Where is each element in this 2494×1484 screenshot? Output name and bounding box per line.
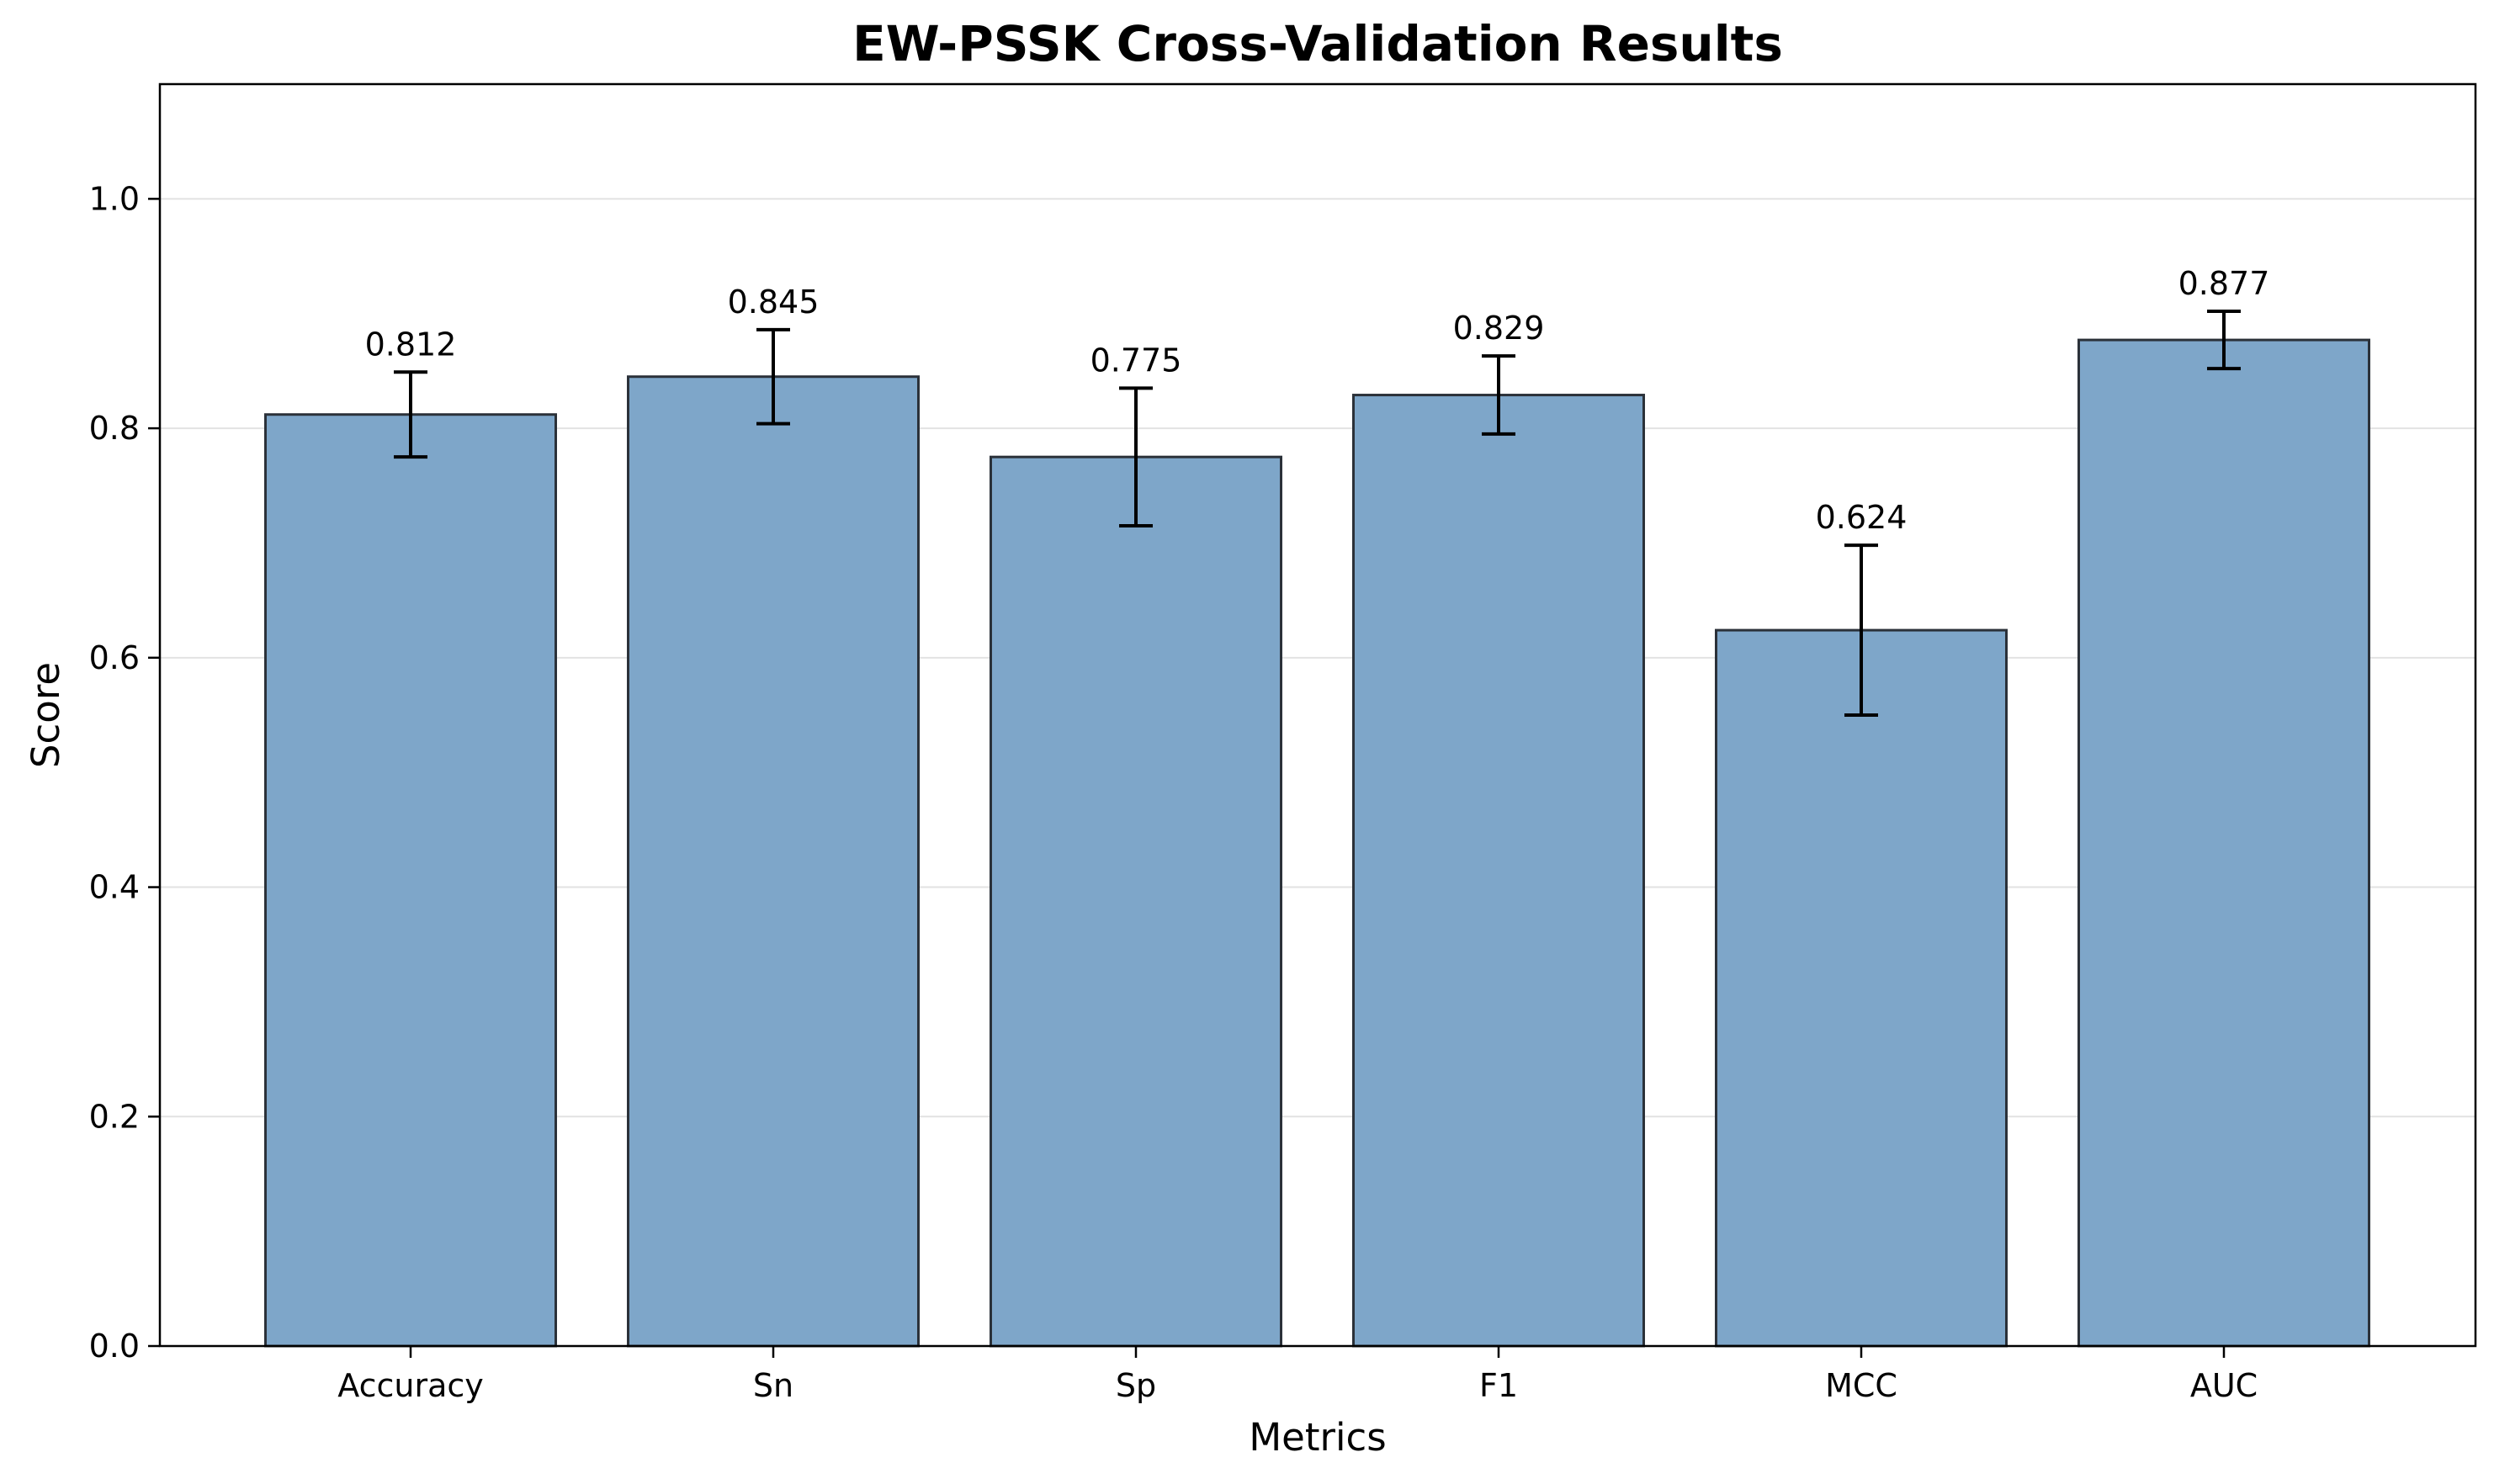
bar-f1	[1352, 394, 1645, 1348]
bar-auc	[2077, 338, 2370, 1348]
bar-accuracy	[264, 413, 557, 1348]
x-tick-label: Sp	[1116, 1367, 1156, 1404]
data-label-f1: 0.829	[1453, 310, 1545, 347]
data-label-auc: 0.877	[2178, 265, 2270, 302]
y-tick-label: 0.0	[89, 1328, 140, 1365]
x-tick-label: Accuracy	[337, 1367, 484, 1404]
x-tick-label: Sn	[753, 1367, 793, 1404]
bar-mcc	[1715, 628, 2008, 1348]
x-tick-label: AUC	[2190, 1367, 2258, 1404]
bars	[264, 338, 2370, 1348]
data-labels: 0.812 0.845 0.775 0.829 0.624 0.877	[365, 265, 2270, 536]
data-label-sn: 0.845	[728, 284, 820, 321]
y-tick-label: 0.8	[89, 410, 140, 447]
y-axis-ticks: 0.0 0.2 0.4 0.6 0.8 1.0	[89, 180, 160, 1365]
error-bars	[394, 310, 2241, 717]
chart-title: EW-PSSK Cross-Validation Results	[852, 15, 1783, 72]
y-tick-label: 0.4	[89, 869, 140, 906]
bar-sn	[627, 375, 920, 1348]
plot-area-frame	[158, 82, 2477, 1348]
x-tick-label: F1	[1479, 1367, 1518, 1404]
data-label-accuracy: 0.812	[365, 326, 457, 363]
y-tick-label: 0.6	[89, 639, 140, 676]
x-axis-ticks: Accuracy Sn Sp F1 MCC AUC	[337, 1346, 2258, 1404]
data-label-sp: 0.775	[1090, 342, 1182, 379]
y-tick-label: 1.0	[89, 180, 140, 217]
x-axis-label: Metrics	[1249, 1415, 1386, 1460]
bar-sp	[990, 455, 1282, 1348]
x-tick-label: MCC	[1825, 1367, 1897, 1404]
y-tick-label: 0.2	[89, 1098, 140, 1135]
y-axis-label: Score	[24, 662, 68, 768]
data-label-mcc: 0.624	[1816, 499, 1908, 536]
